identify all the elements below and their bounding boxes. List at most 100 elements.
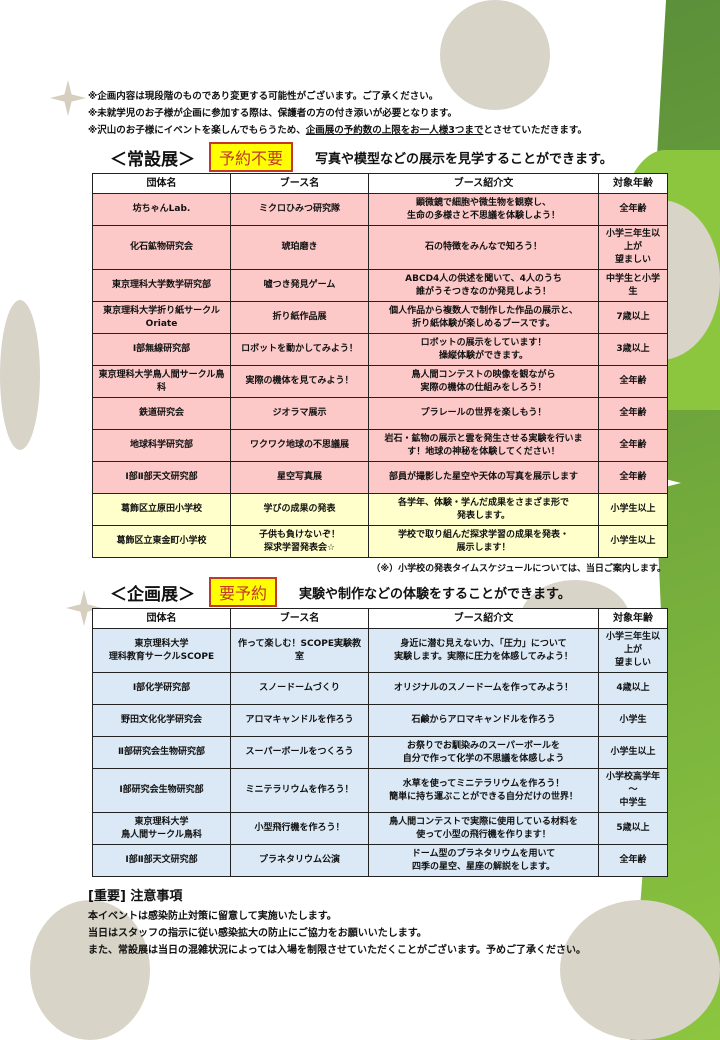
table-cell: ABCD4人の供述を聞いて、4人のうち 誰がうそつきなのか発見しよう！ <box>368 269 599 302</box>
table-cell: 個人作品から複数人で制作した作品の展示と、 折り紙体験が楽しめるブースです。 <box>368 301 599 334</box>
table-cell: 東京理科大学折り紙サークル Oriate <box>92 301 231 334</box>
table-row: 野田文化化学研究会 アロマキャンドルを作ろう 石鹸からアロマキャンドルを作ろう 小学生 <box>92 704 668 737</box>
note: ※未就学児のお子様が企画に参加する際は、保護者の方の付き添いが必要となります。 <box>88 108 458 119</box>
column-header: 団体名 <box>92 173 231 194</box>
note: ※沢山のお子様にイベントを楽しんでもらうため、企画展の予約数の上限をお一人様3つ… <box>88 122 670 139</box>
table-row: Ⅰ部無線研究部 ロボットを動かしてみよう！ ロボットの展示をしています！ 操縦体験が… <box>92 333 668 366</box>
table-cell: ミニテラリウムを作ろう！ <box>230 768 369 813</box>
table-row: 地球科学研究部 ワクワク地球の不思議展 岩石・鉱物の展示と雲を発生させる実験を行いま… <box>92 429 668 462</box>
column-header: ブース紹介文 <box>368 608 599 629</box>
table-cell: 東京理科大学鳥人間サークル鳥科 <box>92 365 231 398</box>
table-cell: 葛飾区立東金町小学校 <box>92 525 231 558</box>
table-cell: Ⅰ部Ⅱ部天文研究部 <box>92 844 231 877</box>
table-cell: 4歳以上 <box>598 672 668 705</box>
table-cell: お祭りでお馴染みのスーパーボールを 自分で作って化学の不思議を体感しよう <box>368 736 599 769</box>
table-cell: 折り紙作品展 <box>230 301 369 334</box>
table-cell: 地球科学研究部 <box>92 429 231 462</box>
table-cell: ロボットの展示をしています！ 操縦体験ができます。 <box>368 333 599 366</box>
note: ※企画内容は現段階のものであり変更する可能性がございます。ご了承ください。 <box>88 91 439 102</box>
table-cell: ジオラマ展示 <box>230 397 369 430</box>
table-cell: 小学生 <box>598 704 668 737</box>
table-cell: アロマキャンドルを作ろう <box>230 704 369 737</box>
table-cell: 東京理科大学 理科教育サークルSCOPE <box>92 628 231 673</box>
table-row: 東京理科大学鳥人間サークル鳥科 実際の機体を見てみよう！ 鳥人間コンテストの映像を観… <box>92 365 668 398</box>
table-cell: 学びの成果の発表 <box>230 493 369 526</box>
table-row: 鉄道研究会 ジオラマ展示 プラレールの世界を楽しもう！ 全年齢 <box>92 397 668 430</box>
table-cell: 鉄道研究会 <box>92 397 231 430</box>
table-cell: スーパーボールをつくろう <box>230 736 369 769</box>
table-cell: ミクロひみつ研究隊 <box>230 193 369 226</box>
table-cell: 身近に潜む見えない力、「圧力」について 実験します。実際に圧力を体感してみよう！ <box>368 628 599 673</box>
table-cell: 部員が撮影した星空や天体の写真を展示します <box>368 461 599 494</box>
table-cell: 鳥人間コンテストで実際に使用している材料を 使って小型の飛行機を作ります！ <box>368 812 599 845</box>
table-row: Ⅱ部研究会生物研究部 スーパーボールをつくろう お祭りでお馴染みのスーパーボールを … <box>92 736 668 769</box>
table-cell: 各学年、体験・学んだ成果をさまざま形で 発表します。 <box>368 493 599 526</box>
table-cell: 嘘つき発見ゲーム <box>230 269 369 302</box>
table-cell: 作って楽しむ！SCOPE実験教室 <box>230 628 369 673</box>
table-cell: 小型飛行機を作ろう！ <box>230 812 369 845</box>
table-cell: 星空写真展 <box>230 461 369 494</box>
note-text: とさせていただきます。 <box>483 125 587 136</box>
important-line: 当日はスタッフの指示に従い感染拡大の防止にご協力をお願いいたします。 <box>88 928 427 939</box>
table-cell: 小学三年生以上が 望ましい <box>598 628 668 673</box>
column-header: ブース紹介文 <box>368 173 599 194</box>
table-row: 葛飾区立原田小学校 学びの成果の発表 各学年、体験・学んだ成果をさまざま形で 発表し… <box>92 493 668 526</box>
table-cell: プラレールの世界を楽しもう！ <box>368 397 599 430</box>
table-cell: 3歳以上 <box>598 333 668 366</box>
table-cell: 全年齢 <box>598 429 668 462</box>
table-row: Ⅰ部Ⅱ部天文研究部 プラネタリウム公演 ドーム型のプラネタリウムを用いて 四季の星空… <box>92 844 668 877</box>
table-cell: 小学三年生以上が 望ましい <box>598 225 668 270</box>
table-cell: 学校で取り組んだ探求学習の成果を発表・ 展示します！ <box>368 525 599 558</box>
table-row: 化石鉱物研究会 琥珀磨き 石の特徴をみんなで知ろう！ 小学三年生以上が 望ましい <box>92 225 668 270</box>
table-row: Ⅰ部Ⅱ部天文研究部 星空写真展 部員が撮影した星空や天体の写真を展示します 全年齢 <box>92 461 668 494</box>
table-cell: 水草を使ってミニテラリウムを作ろう！ 簡単に持ち運ぶことができる自分だけの世界！ <box>368 768 599 813</box>
important-line: 本イベントは感染防止対策に留意して実施いたします。 <box>88 911 337 922</box>
notes: ※企画内容は現段階のものであり変更する可能性がございます。ご了承ください。 ※未… <box>88 88 670 139</box>
permanent-table: 団体名 ブース名 ブース紹介文 対象年齢 坊ちゃんLab. ミクロひみつ研究隊 顕微鏡で細胞… <box>92 173 668 558</box>
table-row: 坊ちゃんLab. ミクロひみつ研究隊 顕微鏡で細胞や微生物を観察し、 生命の多様さと… <box>92 193 668 226</box>
reservation-badge: 要予約 <box>209 577 278 607</box>
table-cell: 5歳以上 <box>598 812 668 845</box>
table-row: 東京理科大学 鳥人間サークル鳥科 小型飛行機を作ろう！ 鳥人間コンテストで実際に使用… <box>92 812 668 845</box>
table-cell: 中学生と小学生 <box>598 269 668 302</box>
table-row: 東京理科大学折り紙サークル Oriate 折り紙作品展 個人作品から複数人で制作した… <box>92 301 668 334</box>
table-cell: 全年齢 <box>598 844 668 877</box>
table-cell: 東京理科大学 鳥人間サークル鳥科 <box>92 812 231 845</box>
table-cell: 子供も負けないぞ！ 探求学習発表会☆ <box>230 525 369 558</box>
section-description: 実験や制作などの体験をすることができます。 <box>299 586 571 602</box>
table-cell: Ⅰ部Ⅱ部天文研究部 <box>92 461 231 494</box>
table-cell: 全年齢 <box>598 397 668 430</box>
table-cell: 小学生以上 <box>598 493 668 526</box>
reservation-badge: 予約不要 <box>209 142 294 172</box>
table-header: 団体名 ブース名 ブース紹介文 対象年齢 <box>92 173 668 194</box>
table-cell: 小学生以上 <box>598 525 668 558</box>
column-header: 団体名 <box>92 608 231 629</box>
table-cell: スノードームづくり <box>230 672 369 705</box>
note-text: ※沢山のお子様にイベントを楽しんでもらうため、 <box>88 125 306 136</box>
table-cell: Ⅱ部研究会生物研究部 <box>92 736 231 769</box>
table-cell: 7歳以上 <box>598 301 668 334</box>
table-cell: 鳥人間コンテストの映像を観ながら 実際の機体の仕組みをしろう！ <box>368 365 599 398</box>
section-title: ＜企画展＞ <box>110 584 195 605</box>
table-cell: 石の特徴をみんなで知ろう！ <box>368 225 599 270</box>
table-cell: 化石鉱物研究会 <box>92 225 231 270</box>
table-cell: Ⅰ部無線研究部 <box>92 333 231 366</box>
table-cell: プラネタリウム公演 <box>230 844 369 877</box>
page-content: ※企画内容は現段階のものであり変更する可能性がございます。ご了承ください。 ※未… <box>88 88 670 959</box>
table-cell: 坊ちゃんLab. <box>92 193 231 226</box>
table-cell: 実際の機体を見てみよう！ <box>230 365 369 398</box>
sparkle-icon <box>50 80 86 116</box>
important-notes: [重要] 注意事項 本イベントは感染防止対策に留意して実施いたします。 当日はス… <box>88 885 670 959</box>
note-emphasis: 企画展の予約数の上限をお一人様3つまで <box>305 125 484 136</box>
table-cell: ロボットを動かしてみよう！ <box>230 333 369 366</box>
table-cell: 野田文化化学研究会 <box>92 704 231 737</box>
footnote: （※）小学校の発表タイムスケジュールについては、当日ご案内します。 <box>371 564 666 574</box>
table-cell: 琥珀磨き <box>230 225 369 270</box>
table-cell: オリジナルのスノードームを作ってみよう！ <box>368 672 599 705</box>
table-row: 東京理科大学 理科教育サークルSCOPE 作って楽しむ！SCOPE実験教室 身近に潜… <box>92 628 668 673</box>
table-row: Ⅰ部研究会生物研究部 ミニテラリウムを作ろう！ 水草を使ってミニテラリウムを作ろう！… <box>92 768 668 813</box>
planned-table: 団体名 ブース名 ブース紹介文 対象年齢 東京理科大学 理科教育サークルSCOPE 作って… <box>92 608 668 877</box>
table-cell: 顕微鏡で細胞や微生物を観察し、 生命の多様さと不思議を体験しよう！ <box>368 193 599 226</box>
table-cell: 岩石・鉱物の展示と雲を発生させる実験を行いま す！地球の神秘を体験してください！ <box>368 429 599 462</box>
table-cell: ドーム型のプラネタリウムを用いて 四季の星空、星座の解説をします。 <box>368 844 599 877</box>
